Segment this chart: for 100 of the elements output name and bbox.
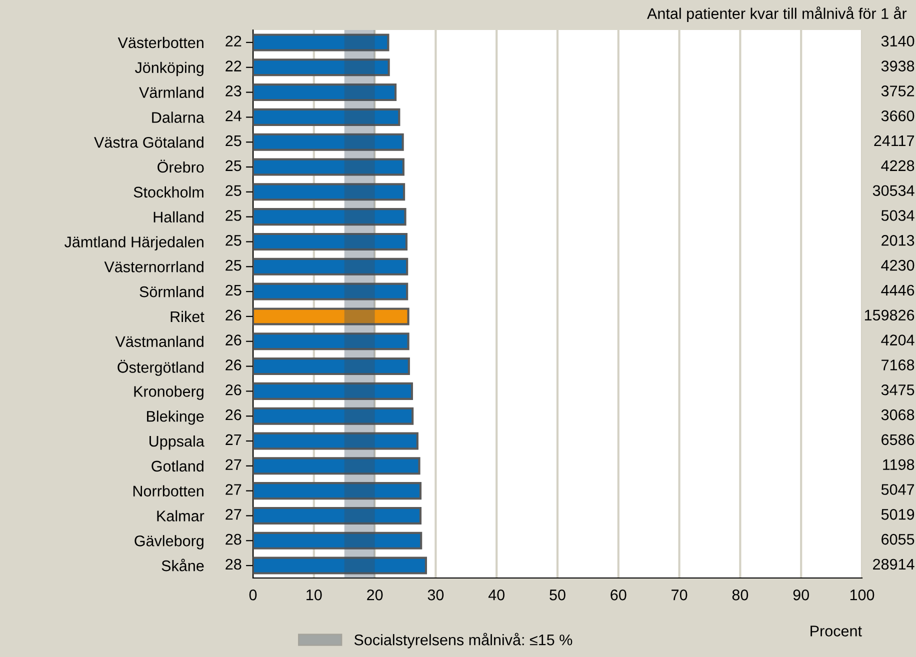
text: 6586 — [882, 434, 914, 446]
text: 4204 — [881, 334, 914, 346]
y-tick-label: Värmland — [139, 86, 204, 98]
text: 5047 — [881, 484, 914, 495]
bar — [253, 332, 410, 350]
y-tick-label: Kalmar — [157, 510, 204, 522]
y-tick-label: Östergötland — [118, 360, 204, 376]
text: 2013 — [882, 235, 914, 246]
data-label: 27 — [226, 459, 242, 470]
data-label: 25 — [226, 260, 242, 271]
bar — [253, 282, 408, 300]
bar — [253, 556, 427, 574]
text: 3660 — [881, 110, 914, 122]
data-label: 25 — [226, 160, 242, 172]
text: 1198 — [883, 459, 914, 470]
data-label: 26 — [226, 310, 242, 321]
text: 30534 — [872, 185, 914, 196]
y-tick-label: Västra Götaland — [94, 136, 204, 148]
data-label: 24 — [226, 110, 242, 122]
x-tick-label: 30 — [428, 590, 444, 600]
y-tick-label: Kronoberg — [134, 386, 204, 400]
data-label: 28 — [226, 558, 242, 570]
data-label: 26 — [226, 360, 242, 370]
x-tick-label: 10 — [306, 590, 322, 600]
data-label: 25 — [226, 210, 242, 221]
bar — [253, 258, 408, 276]
bar — [253, 84, 397, 102]
y-tick-label: Skåne — [162, 558, 204, 572]
x-tick-label: 60 — [610, 590, 626, 600]
text: 6055 — [882, 534, 914, 545]
y-tick-label: Gotland — [152, 460, 204, 472]
bar — [253, 358, 410, 376]
bar — [253, 232, 408, 250]
data-label: 28 — [226, 534, 242, 545]
y-tick-label: Sörmland — [140, 286, 204, 298]
y-tick-label: Västmanland — [115, 336, 204, 348]
text: 3752 — [881, 86, 914, 96]
text: 4446 — [881, 284, 914, 296]
data-label: 22 — [226, 36, 242, 46]
x-tick-label: 90 — [793, 590, 809, 600]
data-label: 25 — [226, 284, 242, 296]
data-label: 25 — [226, 185, 242, 196]
y-tick-label: Norrbotten — [133, 485, 204, 497]
bar — [253, 407, 414, 425]
text: 28914 — [873, 558, 914, 570]
bar — [253, 133, 404, 151]
y-tick-label: Riket — [170, 310, 204, 322]
data-label: 27 — [226, 434, 242, 445]
y-tick-label: Stockholm — [134, 186, 204, 198]
x-tick-label: 70 — [672, 590, 688, 600]
bar — [253, 382, 413, 400]
text: 5019 — [881, 509, 914, 520]
bar — [253, 482, 422, 500]
x-tick-label: 80 — [732, 590, 748, 600]
y-tick-label: Örebro — [158, 160, 204, 173]
y-tick-label: Jämtland Härjedalen — [64, 236, 204, 250]
legend-label: Socialstyrelsens målnivå: ≤15 % — [354, 632, 572, 648]
data-label: 26 — [226, 334, 242, 346]
text: Antal patienter kvar till målnivå för 1 år — [647, 6, 907, 22]
bar — [253, 58, 390, 76]
data-label: 25 — [226, 235, 242, 246]
text: 4228 — [881, 160, 914, 172]
data-label: 26 — [226, 409, 242, 420]
bar — [253, 34, 390, 52]
data-label: 27 — [226, 484, 242, 495]
bar — [253, 158, 404, 176]
text: 5034 — [881, 210, 914, 221]
bar — [253, 308, 410, 326]
bar — [253, 108, 400, 126]
x-axis-title: Procent — [810, 626, 862, 636]
text: 4230 — [881, 260, 914, 271]
text: 7168 — [882, 360, 914, 370]
x-tick-label: 40 — [488, 590, 504, 600]
data-label: 27 — [226, 509, 242, 520]
text: 3068 — [881, 409, 914, 420]
x-tick-label: 0 — [249, 590, 257, 600]
y-tick-label: Västernorrland — [104, 261, 204, 272]
text: 3938 — [881, 60, 914, 72]
bar — [253, 506, 422, 524]
bar — [253, 432, 418, 450]
data-label: 26 — [226, 384, 242, 396]
y-tick-label: Blekinge — [147, 410, 204, 425]
x-tick-label: 100 — [850, 590, 874, 600]
data-label: 23 — [226, 86, 242, 96]
y-tick-label: Dalarna — [152, 112, 204, 123]
text: 159826 — [864, 310, 914, 321]
x-tick-label: 50 — [550, 590, 566, 600]
text: 3140 — [881, 36, 914, 47]
bar — [253, 457, 420, 475]
data-label: 25 — [226, 135, 242, 146]
x-tick-label: 20 — [367, 590, 383, 600]
bar — [253, 208, 406, 226]
bar — [253, 183, 406, 201]
bar — [253, 532, 422, 550]
y-tick-label: Uppsala — [150, 435, 204, 450]
y-tick-label: Västerbotten — [118, 36, 204, 48]
data-label: 22 — [226, 60, 242, 72]
text: 3475 — [881, 384, 914, 396]
y-tick-label: Halland — [154, 211, 204, 223]
y-tick-label: Gävleborg — [134, 535, 204, 550]
